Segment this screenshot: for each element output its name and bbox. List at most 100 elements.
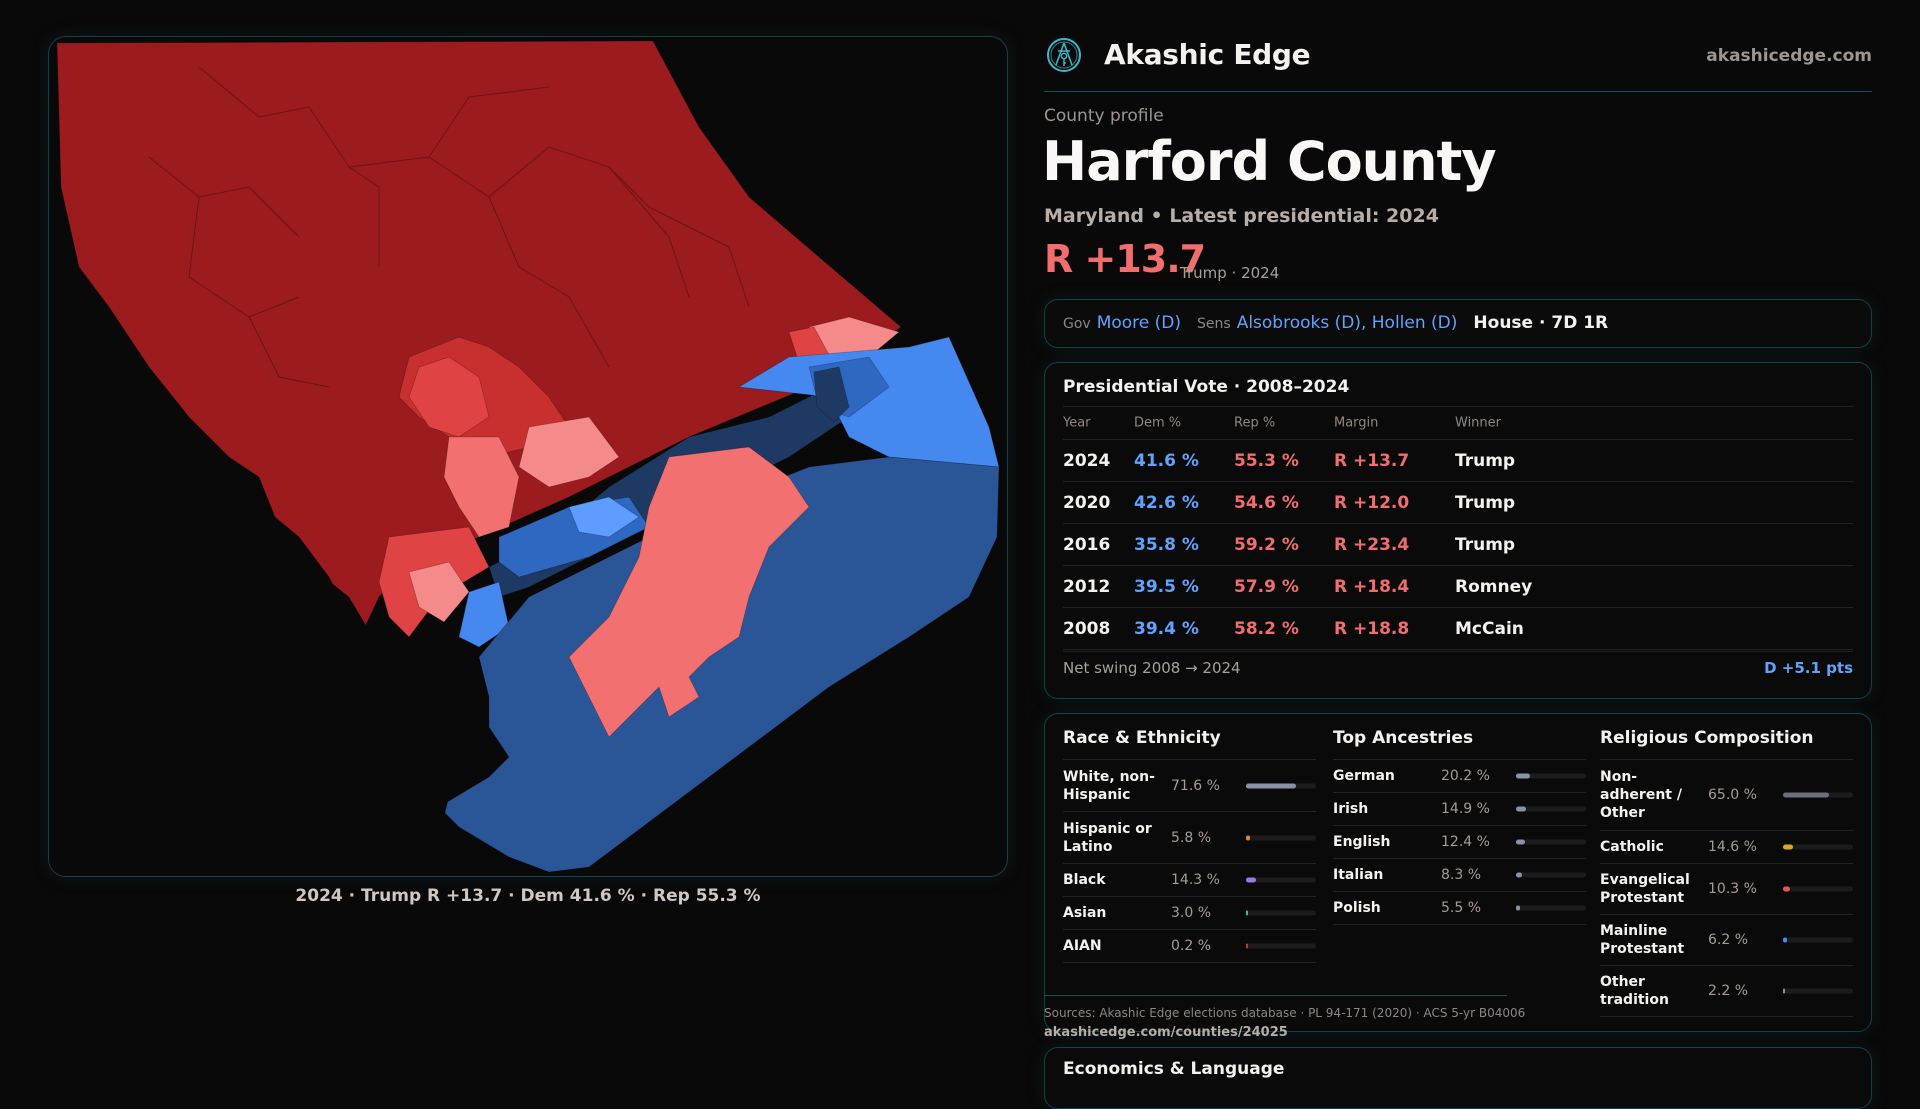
table-row: 2020 42.6 % 54.6 % R +12.0 Trump	[1063, 481, 1853, 523]
religion-row: Mainline Protestant 6.2 %	[1600, 915, 1853, 966]
cell-year: 2020	[1063, 492, 1111, 513]
ancestry-row: Irish 14.9 %	[1333, 793, 1586, 826]
house-delegation: House · 7D 1R	[1473, 313, 1609, 333]
religion-bar-track	[1783, 988, 1853, 994]
ancestry-bar-track	[1516, 806, 1586, 812]
race-label: Black	[1063, 872, 1106, 888]
cell-rep: 59.2 %	[1234, 534, 1299, 555]
race-row: White, non-Hispanic 71.6 %	[1063, 760, 1316, 812]
brand-name[interactable]: Akashic Edge	[1104, 38, 1311, 71]
senators-names: Alsobrooks (D), Hollen (D)	[1236, 313, 1458, 333]
religion-percent: 65.0 %	[1708, 787, 1757, 803]
presidential-vote-table: Year Dem % Rep % Margin Winner 2024 41.6 …	[1063, 406, 1853, 650]
map-region-west-soft-r[interactable]	[408, 561, 470, 623]
page-kicker: County profile	[1044, 106, 1164, 126]
cell-margin: R +18.4	[1334, 576, 1410, 597]
col-dem: Dem %	[1134, 415, 1182, 431]
race-bar-track	[1246, 943, 1316, 949]
table-header: Year Dem % Rep % Margin Winner	[1063, 407, 1853, 439]
cell-rep: 57.9 %	[1234, 576, 1299, 597]
race-row: Hispanic or Latino 5.8 %	[1063, 812, 1316, 864]
race-bar-fill	[1246, 783, 1297, 788]
col-margin: Margin	[1334, 415, 1379, 431]
cell-winner: Trump	[1455, 534, 1516, 555]
map-caption: 2024 · Trump R +13.7 · Dem 41.6 % · Rep …	[295, 886, 761, 906]
map-region-central-lean-r[interactable]	[408, 356, 490, 438]
ancestry-row: Polish 5.5 %	[1333, 892, 1586, 925]
cell-margin: R +23.4	[1334, 534, 1410, 555]
ancestries-section: Top Ancestries German 20.2 % Irish 14.9 % En…	[1333, 728, 1586, 925]
religion-bar-track	[1783, 792, 1853, 798]
ancestry-row: English 12.4 %	[1333, 826, 1586, 859]
ancestry-percent: 14.9 %	[1441, 801, 1490, 817]
religion-bar-fill	[1783, 886, 1791, 892]
compass-key-emblem-icon[interactable]	[1046, 37, 1082, 73]
page-subtitle: Maryland • Latest presidential: 2024	[1044, 205, 1439, 227]
table-row: 2012 39.5 % 57.9 % R +18.4 Romney	[1063, 565, 1853, 607]
county-map-panel[interactable]	[48, 36, 1008, 877]
race-bar-fill	[1246, 835, 1251, 840]
sources-note: Sources: Akashic Edge elections database…	[1044, 995, 1525, 1020]
col-rep: Rep %	[1234, 415, 1276, 431]
cell-dem: 39.4 %	[1134, 618, 1199, 639]
religion-percent: 10.3 %	[1708, 881, 1757, 897]
map-region-corridor-soft-d[interactable]	[568, 496, 640, 538]
headline-margin: R +13.7	[1044, 237, 1206, 281]
race-percent: 3.0 %	[1171, 905, 1212, 921]
demographics-panel: Race & Ethnicity White, non-Hispanic 71.6…	[1044, 713, 1872, 1032]
map-region-central-tilt-r[interactable]	[443, 436, 520, 538]
race-percent: 5.8 %	[1171, 829, 1212, 846]
religion-row: Catholic 14.6 %	[1600, 831, 1853, 864]
race-label: Hispanic or Latino	[1063, 820, 1152, 855]
officials-bar: Gov Moore (D) Sens Alsobrooks (D), Hollen (…	[1044, 299, 1872, 348]
religion-percent: 14.6 %	[1708, 839, 1757, 855]
col-year: Year	[1063, 415, 1091, 431]
religion-bar-fill	[1783, 844, 1794, 850]
race-ethnicity-title: Race & Ethnicity	[1063, 728, 1316, 760]
ancestry-bar-track	[1516, 839, 1586, 845]
religion-percent: 2.2 %	[1708, 983, 1749, 999]
race-label: Asian	[1063, 905, 1107, 921]
race-row: Asian 3.0 %	[1063, 897, 1316, 930]
header-divider	[1044, 91, 1872, 92]
precinct-choropleth-map[interactable]	[49, 37, 1007, 876]
cell-winner: Romney	[1455, 576, 1533, 597]
cell-winner: McCain	[1455, 618, 1524, 639]
map-region-south-tilt-r[interactable]	[568, 446, 810, 738]
race-row: AIAN 0.2 %	[1063, 930, 1316, 963]
religion-section: Religious Composition Non-adherent / Oth…	[1600, 728, 1853, 1017]
map-region-west-tilt-d[interactable]	[458, 581, 510, 648]
race-ethnicity-section: Race & Ethnicity White, non-Hispanic 71.6…	[1063, 728, 1316, 963]
brand-url-link[interactable]: akashicedge.com	[1706, 46, 1872, 66]
table-row: 2024 41.6 % 55.3 % R +13.7 Trump	[1063, 439, 1853, 481]
brand-header: Akashic Edge akashicedge.com	[1044, 34, 1872, 78]
cell-margin: R +13.7	[1334, 450, 1410, 471]
cell-rep: 55.3 %	[1234, 450, 1299, 471]
headline-margin-note: Trump · 2024	[1180, 264, 1280, 282]
economics-panel: Economics & Language	[1044, 1047, 1872, 1109]
religion-bar-fill	[1783, 988, 1785, 994]
cell-margin: R +18.8	[1334, 618, 1410, 639]
net-swing-value: D +5.1 pts	[1764, 659, 1853, 677]
religion-label: Other tradition	[1600, 974, 1669, 1008]
cell-winner: Trump	[1455, 492, 1516, 513]
race-row: Black 14.3 %	[1063, 864, 1316, 897]
race-bar-fill	[1246, 877, 1256, 883]
ancestry-bar-fill	[1516, 905, 1520, 911]
map-region-central-soft-r[interactable]	[518, 416, 620, 488]
ancestry-bar-track	[1516, 905, 1586, 911]
race-bar-fill	[1246, 943, 1248, 949]
ancestries-title: Top Ancestries	[1333, 728, 1586, 760]
race-bar-track	[1246, 835, 1316, 840]
map-precinct-lines	[148, 66, 750, 388]
ancestry-bar-track	[1516, 773, 1586, 779]
race-percent: 71.6 %	[1171, 777, 1220, 794]
race-bar-track	[1246, 877, 1316, 883]
ancestry-label: Polish	[1333, 900, 1381, 916]
map-region-ne-safe-d[interactable]	[813, 366, 850, 423]
county-url-link[interactable]: akashicedge.com/counties/24025	[1044, 1025, 1288, 1040]
race-bar-fill	[1246, 910, 1249, 916]
cell-year: 2024	[1063, 450, 1111, 471]
race-bar-track	[1246, 783, 1316, 788]
net-swing-label: Net swing 2008 → 2024	[1063, 659, 1241, 677]
